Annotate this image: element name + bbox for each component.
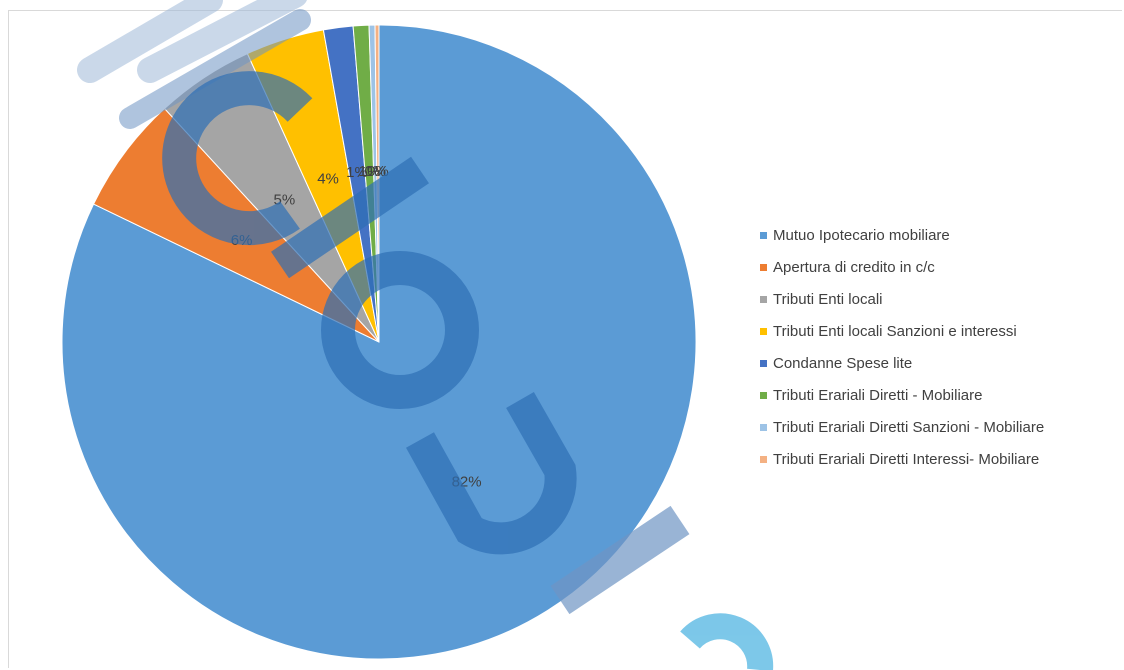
legend-label: Tributi Enti locali Sanzioni e interessi (773, 322, 1017, 340)
legend-swatch (760, 295, 767, 303)
legend-item: Apertura di credito in c/c (760, 251, 1044, 283)
legend-label: Tributi Erariali Diretti Interessi- Mobi… (773, 450, 1040, 468)
legend-item: Tributi Erariali Diretti Sanzioni - Mobi… (760, 411, 1044, 443)
legend-swatch (760, 423, 767, 431)
legend-item: Tributi Erariali Diretti - Mobiliare (760, 379, 1044, 411)
legend-item: Mutuo Ipotecario mobiliare (760, 219, 1044, 251)
legend-swatch (760, 455, 767, 463)
chart-area (8, 10, 1122, 668)
legend-label: Apertura di credito in c/c (773, 258, 935, 276)
chart-legend: Mutuo Ipotecario mobiliare Apertura di cr… (760, 219, 1044, 475)
legend-swatch (760, 391, 767, 399)
legend-swatch (760, 231, 767, 239)
pie-slices (61, 24, 697, 660)
pie-data-label: 0% (367, 163, 389, 180)
legend-label: Tributi Erariali Diretti Sanzioni - Mobi… (773, 418, 1045, 436)
legend-label: Tributi Erariali Diretti - Mobiliare (773, 386, 983, 404)
legend-item: Tributi Enti locali (760, 283, 1044, 315)
legend-label: Condanne Spese lite (773, 354, 913, 372)
legend-item: Tributi Erariali Diretti Interessi- Mobi… (760, 443, 1044, 475)
legend-label: Tributi Enti locali (773, 290, 883, 308)
pie-data-label: 5% (274, 191, 296, 208)
legend-swatch (760, 263, 767, 271)
pie-data-label: 6% (231, 232, 253, 249)
pie-data-label: 4% (317, 171, 339, 188)
legend-label: Mutuo Ipotecario mobiliare (773, 226, 950, 244)
legend-swatch (760, 359, 767, 367)
legend-item: Condanne Spese lite (760, 347, 1044, 379)
pie-data-label: 82% (452, 474, 482, 491)
legend-swatch (760, 327, 767, 335)
legend-item: Tributi Enti locali Sanzioni e interessi (760, 315, 1044, 347)
